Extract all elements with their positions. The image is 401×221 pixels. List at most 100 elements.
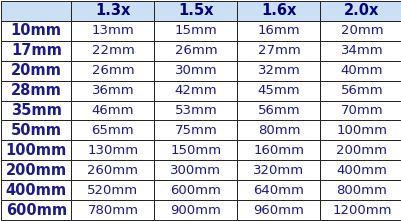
Bar (71, 1, 154, 21)
Text: 800mm: 800mm (336, 184, 387, 197)
Text: 45mm: 45mm (257, 84, 300, 97)
Text: 32mm: 32mm (257, 64, 300, 77)
Bar (237, 120, 320, 141)
Text: 34mm: 34mm (340, 44, 383, 57)
Bar (1, 141, 71, 160)
Text: 150mm: 150mm (170, 144, 221, 157)
Bar (154, 80, 237, 101)
Text: 200mm: 200mm (6, 163, 67, 178)
Text: 26mm: 26mm (174, 44, 217, 57)
Text: 400mm: 400mm (6, 183, 67, 198)
Text: 320mm: 320mm (253, 164, 304, 177)
Text: 16mm: 16mm (257, 24, 300, 37)
Bar (71, 141, 154, 160)
Text: 56mm: 56mm (257, 104, 300, 117)
Bar (1, 41, 71, 61)
Bar (237, 41, 320, 61)
Bar (71, 120, 154, 141)
Bar (71, 160, 154, 180)
Text: 640mm: 640mm (253, 184, 304, 197)
Text: 100mm: 100mm (336, 124, 387, 137)
Bar (154, 200, 237, 220)
Text: 22mm: 22mm (91, 44, 134, 57)
Text: 26mm: 26mm (91, 64, 134, 77)
Bar (320, 120, 401, 141)
Text: 46mm: 46mm (92, 104, 134, 117)
Text: 75mm: 75mm (174, 124, 217, 137)
Bar (320, 160, 401, 180)
Bar (237, 160, 320, 180)
Bar (1, 80, 71, 101)
Bar (154, 1, 237, 21)
Bar (1, 101, 71, 120)
Bar (71, 101, 154, 120)
Bar (1, 61, 71, 80)
Text: 20mm: 20mm (340, 24, 383, 37)
Bar (154, 141, 237, 160)
Text: 780mm: 780mm (87, 204, 138, 217)
Text: 900mm: 900mm (170, 204, 221, 217)
Bar (154, 41, 237, 61)
Text: 260mm: 260mm (87, 164, 138, 177)
Text: 400mm: 400mm (336, 164, 387, 177)
Bar (320, 141, 401, 160)
Bar (237, 1, 320, 21)
Bar (320, 41, 401, 61)
Text: 300mm: 300mm (170, 164, 221, 177)
Bar (320, 1, 401, 21)
Bar (71, 61, 154, 80)
Bar (71, 180, 154, 200)
Bar (320, 61, 401, 80)
Text: 2.0x: 2.0x (344, 3, 380, 18)
Bar (154, 120, 237, 141)
Text: 80mm: 80mm (258, 124, 300, 137)
Bar (154, 61, 237, 80)
Bar (320, 200, 401, 220)
Text: 53mm: 53mm (174, 104, 217, 117)
Text: 35mm: 35mm (11, 103, 62, 118)
Text: 27mm: 27mm (257, 44, 300, 57)
Text: 1.5x: 1.5x (178, 3, 214, 18)
Bar (71, 200, 154, 220)
Bar (1, 200, 71, 220)
Bar (154, 180, 237, 200)
Text: 40mm: 40mm (341, 64, 383, 77)
Bar (237, 141, 320, 160)
Text: 600mm: 600mm (170, 184, 221, 197)
Bar (237, 200, 320, 220)
Text: 20mm: 20mm (11, 63, 62, 78)
Text: 50mm: 50mm (11, 123, 62, 138)
Bar (154, 21, 237, 41)
Bar (1, 160, 71, 180)
Bar (237, 61, 320, 80)
Text: 10mm: 10mm (11, 23, 62, 38)
Bar (1, 120, 71, 141)
Text: 520mm: 520mm (87, 184, 138, 197)
Bar (320, 180, 401, 200)
Text: 36mm: 36mm (91, 84, 134, 97)
Bar (237, 101, 320, 120)
Text: 13mm: 13mm (91, 24, 134, 37)
Bar (71, 80, 154, 101)
Text: 56mm: 56mm (340, 84, 383, 97)
Bar (71, 41, 154, 61)
Text: 15mm: 15mm (174, 24, 217, 37)
Text: 1.3x: 1.3x (95, 3, 131, 18)
Bar (320, 80, 401, 101)
Text: 28mm: 28mm (11, 83, 62, 98)
Text: 42mm: 42mm (174, 84, 217, 97)
Text: 600mm: 600mm (6, 203, 67, 218)
Bar (71, 21, 154, 41)
Bar (320, 21, 401, 41)
Text: 30mm: 30mm (174, 64, 217, 77)
Text: 130mm: 130mm (87, 144, 138, 157)
Text: 100mm: 100mm (6, 143, 67, 158)
Text: 160mm: 160mm (253, 144, 304, 157)
Bar (237, 180, 320, 200)
Bar (1, 1, 71, 21)
Text: 70mm: 70mm (340, 104, 383, 117)
Bar (154, 160, 237, 180)
Bar (1, 180, 71, 200)
Bar (1, 21, 71, 41)
Text: 960mm: 960mm (253, 204, 304, 217)
